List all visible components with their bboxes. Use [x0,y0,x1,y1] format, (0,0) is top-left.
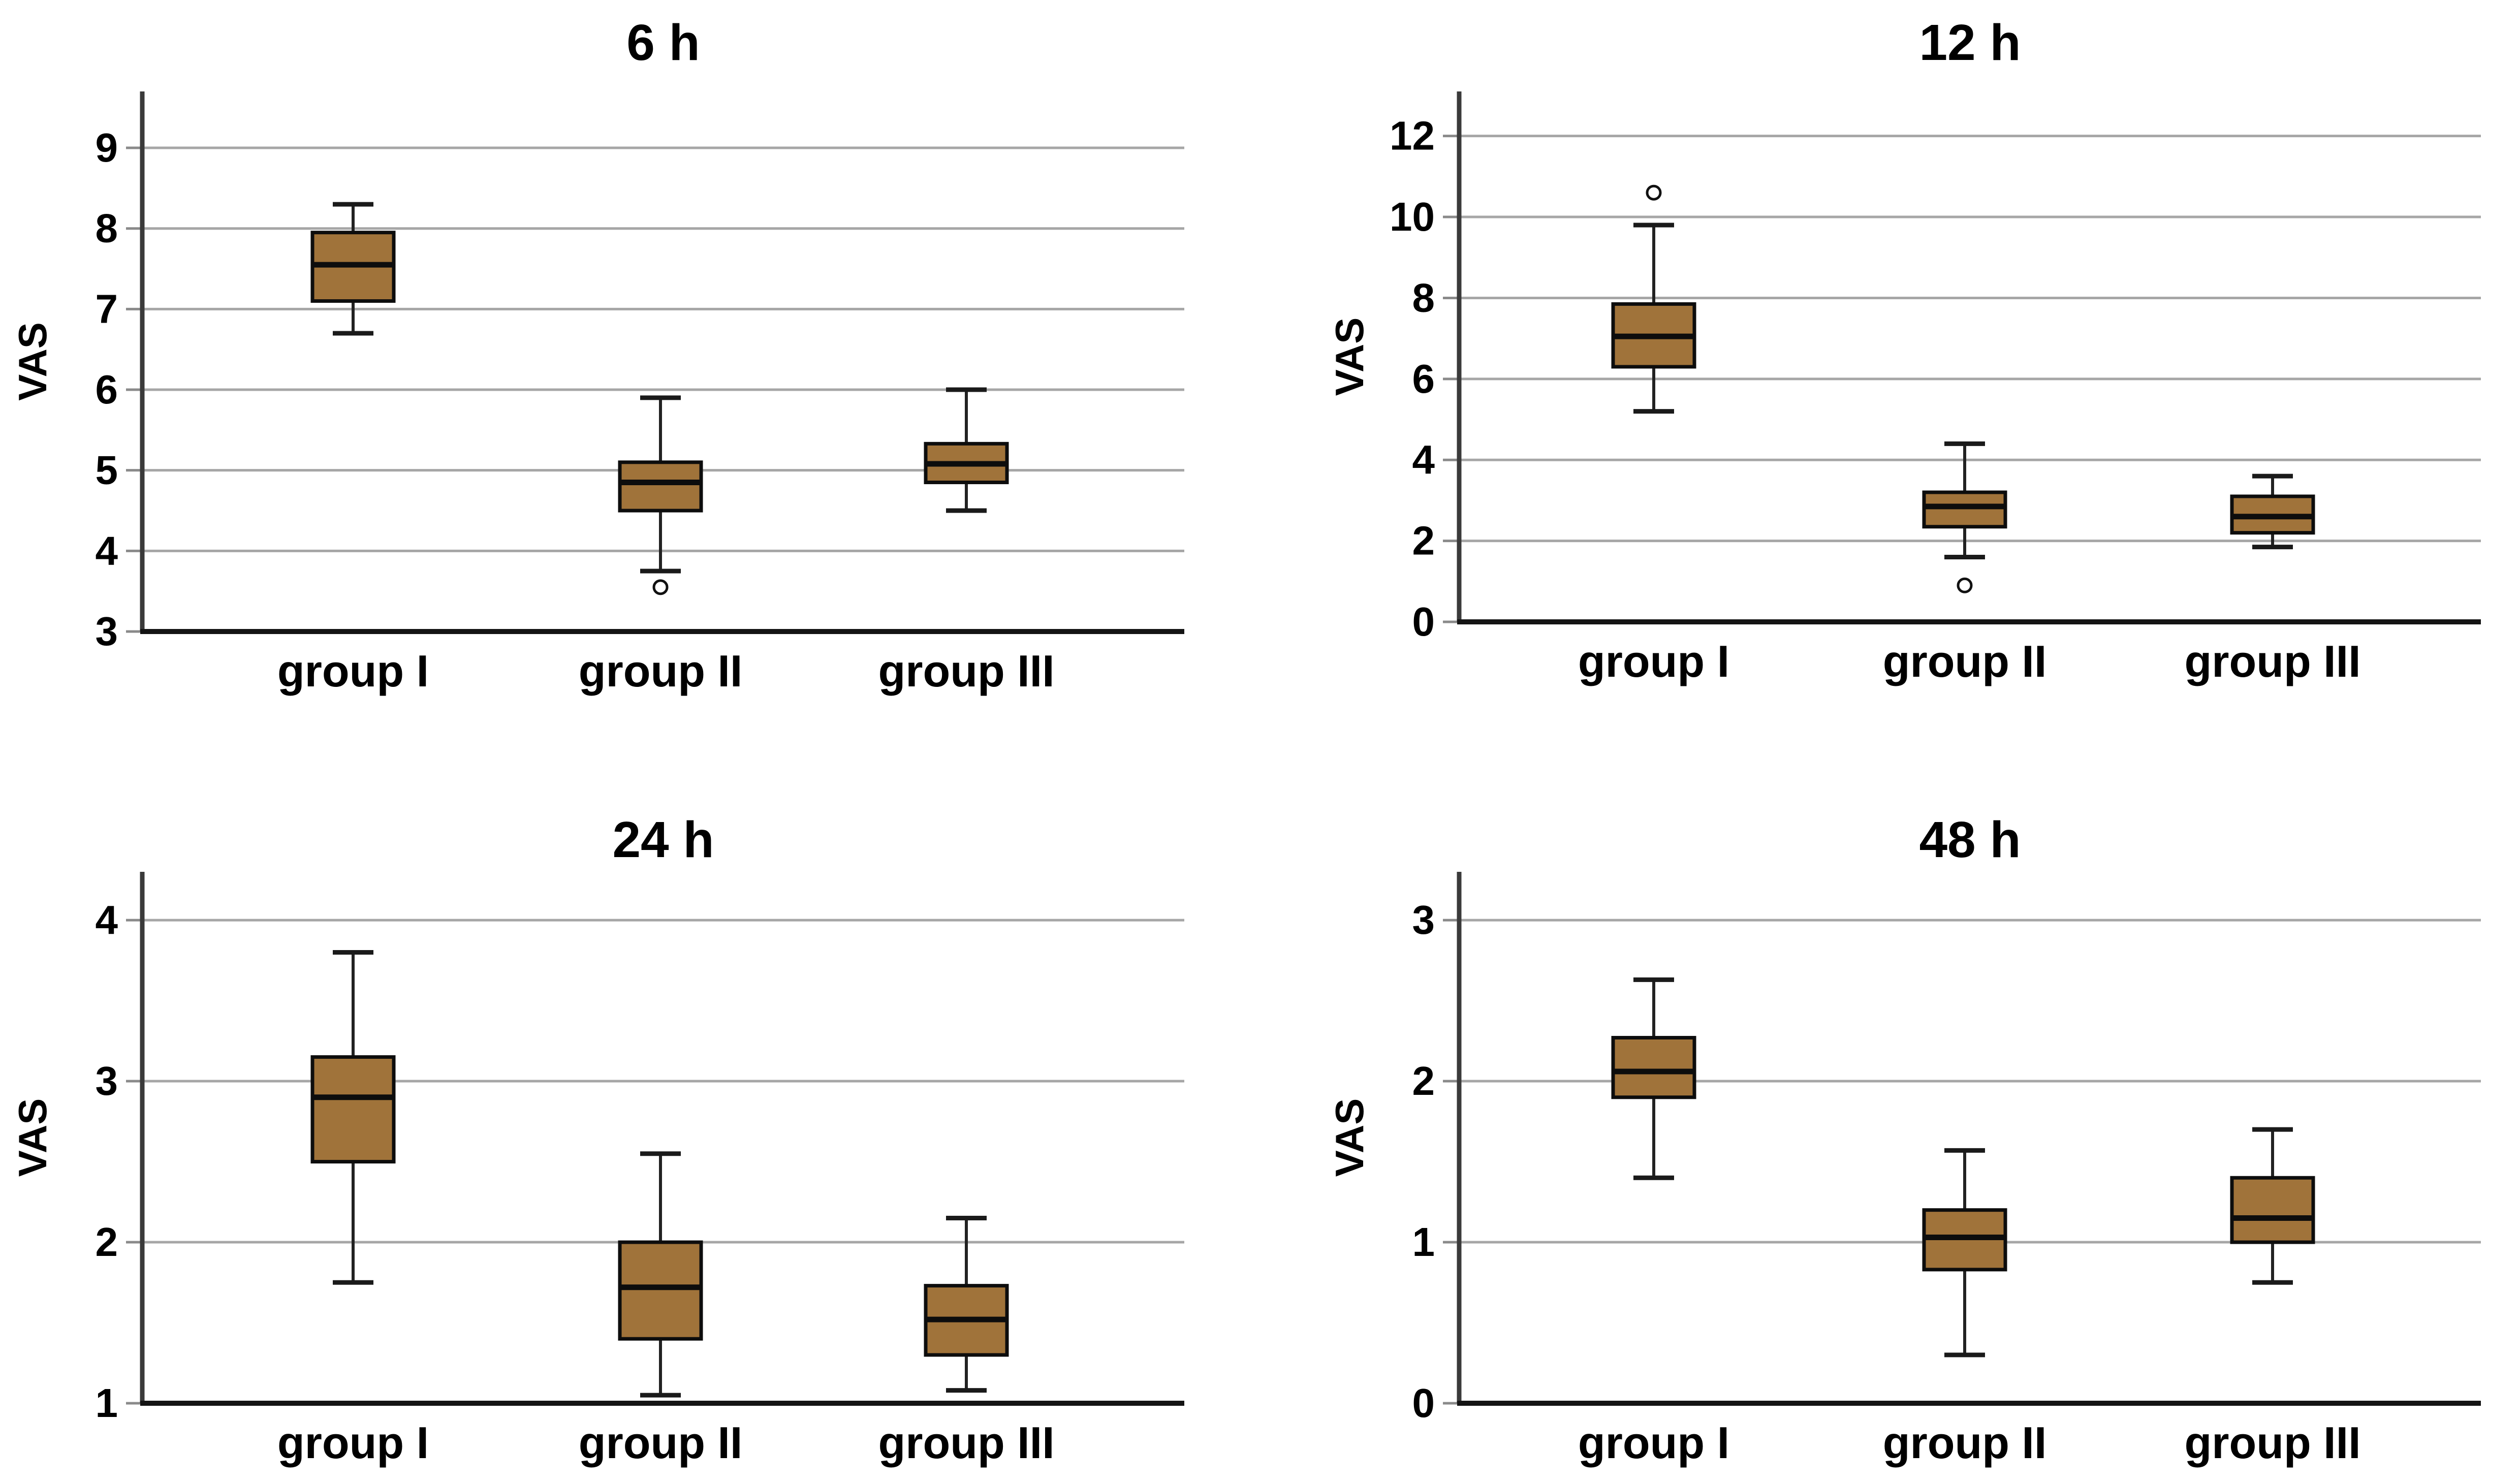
panel-title: 48 h [1919,811,2021,868]
box [618,460,703,513]
y-tick-label: 0 [1412,1380,1435,1426]
y-tick-label: 8 [96,206,118,251]
y-tick-label: 4 [96,528,118,573]
y-tick-label: 7 [96,286,118,331]
panel-title: 24 h [612,811,714,868]
x-category-label: group I [1578,636,1729,686]
panel-title: 6 h [626,14,700,71]
y-tick-label: 8 [1412,275,1435,320]
outlier-circle [652,579,669,595]
x-category-label: group III [878,1417,1054,1468]
y-tick-label: 12 [1390,113,1435,159]
x-category-label: group I [277,1417,429,1468]
box [618,1240,703,1341]
y-tick-label: 4 [1412,437,1435,482]
y-tick-label: 10 [1390,194,1435,239]
panel-12h [1443,91,2481,624]
outlier-circle [1957,577,1973,593]
y-tick-label: 5 [96,448,118,493]
box [1922,490,2007,529]
box [1611,1035,1696,1099]
y-tick-label: 1 [96,1380,118,1426]
y-tick-label: 9 [96,125,118,170]
y-axis-label: VAS [10,322,55,401]
y-tick-label: 3 [96,609,118,654]
box [310,1055,396,1164]
y-tick-label: 6 [96,367,118,412]
outlier-circle [1646,184,1662,201]
y-axis-label: VAS [1327,1098,1372,1177]
y-tick-label: 0 [1412,599,1435,644]
panel-title: 12 h [1919,14,2021,71]
x-category-label: group II [1883,636,2047,686]
y-tick-label: 1 [1412,1219,1435,1265]
x-category-label: group II [579,1417,743,1468]
box [2230,1176,2315,1244]
y-tick-label: 3 [1412,897,1435,942]
x-category-label: group III [878,646,1054,696]
x-category-label: group I [277,646,429,696]
x-category-label: group II [579,646,743,696]
y-tick-label: 2 [1412,1058,1435,1103]
x-category-label: group II [1883,1417,2047,1468]
x-category-label: group I [1578,1417,1729,1468]
y-tick-label: 2 [96,1219,118,1265]
y-tick-label: 6 [1412,356,1435,401]
y-tick-label: 3 [96,1058,118,1103]
panel-6h [126,91,1184,634]
y-tick-label: 4 [96,897,118,942]
y-tick-label: 2 [1412,518,1435,563]
panel-24h [126,872,1184,1406]
x-category-label: group III [2184,636,2360,686]
y-axis-label: VAS [1327,318,1372,396]
y-axis-label: VAS [10,1098,55,1177]
x-category-label: group III [2184,1417,2360,1468]
panel-48h [1443,872,2481,1406]
